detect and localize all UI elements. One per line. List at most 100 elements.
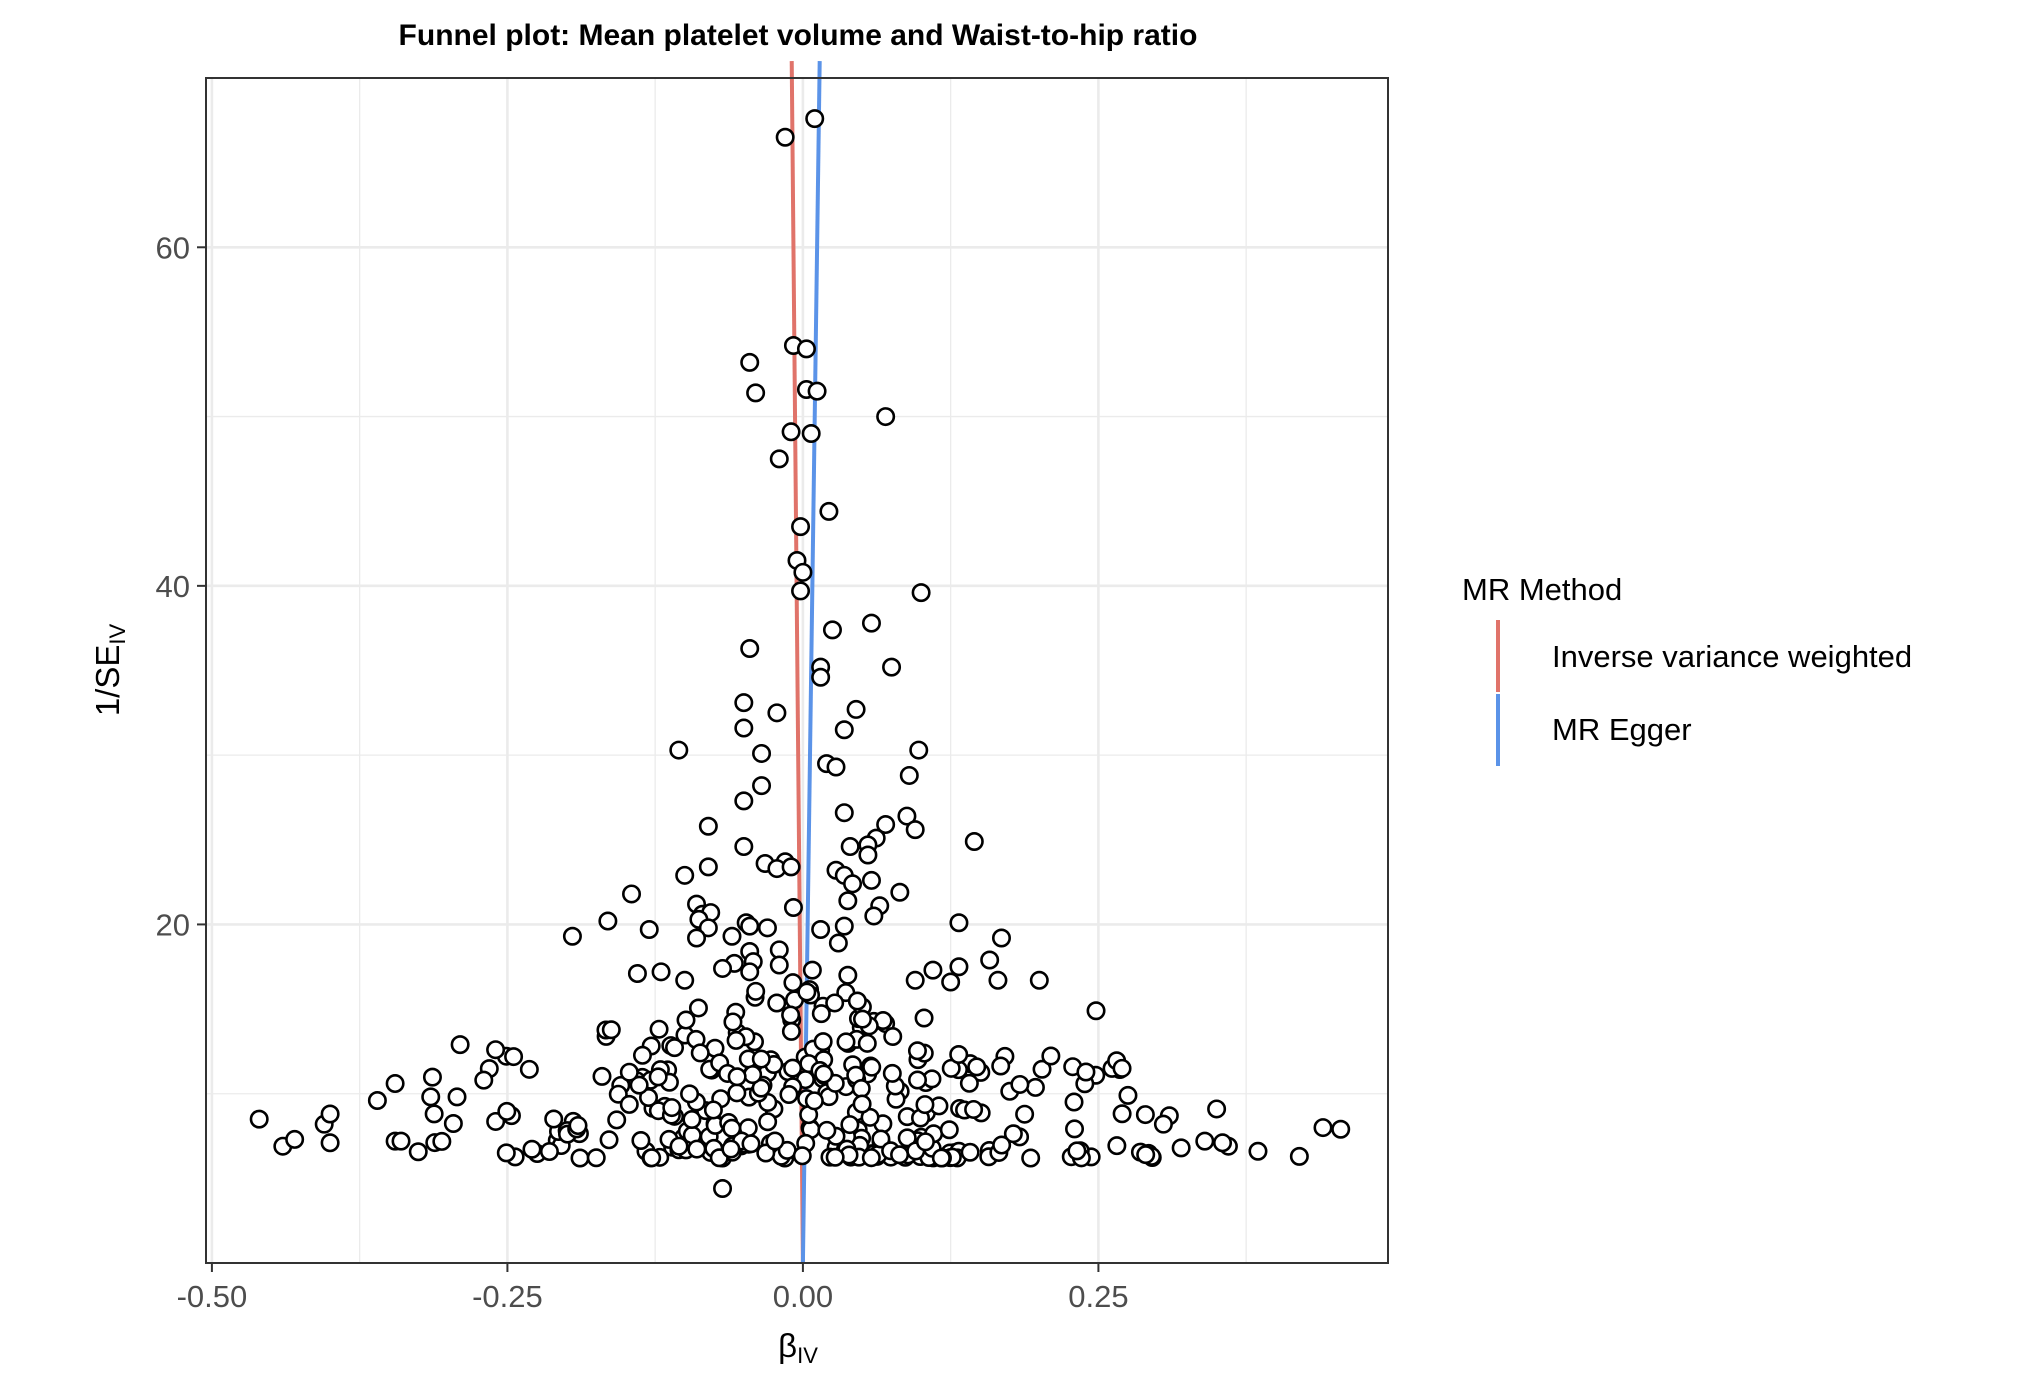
data-point [675, 865, 695, 885]
data-point [964, 1099, 984, 1119]
data-point [899, 765, 919, 785]
data-point [890, 1145, 910, 1165]
data-point [864, 906, 884, 926]
data-point [443, 1113, 463, 1133]
data-point [391, 1131, 411, 1151]
data-point [741, 1134, 761, 1154]
data-point [876, 407, 896, 427]
data-point [1010, 1074, 1030, 1094]
y-tick-label: 40 [156, 569, 190, 604]
data-point [838, 891, 858, 911]
data-point [991, 928, 1011, 948]
data-point [779, 1084, 799, 1104]
data-point [923, 960, 943, 980]
data-point [631, 1130, 651, 1150]
data-point [713, 1179, 733, 1199]
data-point [813, 1032, 833, 1052]
data-point [882, 1063, 902, 1083]
data-point [826, 757, 846, 777]
data-point [783, 1058, 803, 1078]
data-point [781, 1005, 801, 1025]
data-points [249, 109, 1351, 1199]
data-point [320, 1104, 340, 1124]
y-tick-label: 60 [156, 230, 190, 265]
data-point [817, 1120, 837, 1140]
data-point [846, 699, 866, 719]
x-axis: -0.50 -0.25 0.00 0.25 [177, 1263, 1129, 1314]
data-point [544, 1109, 564, 1129]
data-point [781, 422, 801, 442]
data-point [680, 1084, 700, 1104]
data-point [734, 718, 754, 738]
data-point [447, 1087, 467, 1107]
data-point [675, 970, 695, 990]
data-point [915, 1095, 935, 1115]
data-point [834, 803, 854, 823]
data-point [988, 970, 1008, 990]
data-point [1086, 1001, 1106, 1021]
data-point [665, 1038, 685, 1058]
data-point [862, 1057, 882, 1077]
data-point [698, 857, 718, 877]
data-point [539, 1142, 559, 1162]
data-point [797, 982, 817, 1002]
data-point [811, 920, 831, 940]
data-point [949, 1045, 969, 1065]
data-point [959, 1073, 979, 1093]
data-point [622, 884, 642, 904]
data-point [751, 1049, 771, 1069]
y-axis-title: 1/SEIV [89, 624, 130, 717]
data-point [740, 352, 760, 372]
data-point [852, 1009, 872, 1029]
data-point [698, 918, 718, 938]
data-point [642, 1148, 662, 1168]
data-point [432, 1131, 452, 1151]
data-point [734, 791, 754, 811]
x-tick-label: 0.25 [1068, 1279, 1128, 1314]
data-point [688, 998, 708, 1018]
data-point [751, 1078, 771, 1098]
data-point [861, 1148, 881, 1168]
data-point [905, 820, 925, 840]
data-point [734, 693, 754, 713]
data-point [931, 1148, 951, 1168]
data-point [840, 837, 860, 857]
data-point [669, 740, 689, 760]
legend-label-mr-egger: MR Egger [1552, 712, 1692, 747]
data-point [876, 815, 896, 835]
data-point [791, 517, 811, 537]
data-point [639, 920, 659, 940]
data-point [836, 1032, 856, 1052]
data-point [807, 381, 827, 401]
data-point [838, 965, 858, 985]
data-point [781, 1021, 801, 1041]
data-point [408, 1142, 428, 1162]
data-point [1032, 1059, 1052, 1079]
data-point [676, 1010, 696, 1030]
data-point [1153, 1114, 1173, 1134]
data-point [627, 964, 647, 984]
data-point [1195, 1131, 1215, 1151]
data-point [320, 1133, 340, 1153]
data-point [802, 960, 822, 980]
data-point [1171, 1138, 1191, 1158]
data-point [914, 1008, 934, 1028]
data-point [796, 339, 816, 359]
data-point [1107, 1136, 1127, 1156]
data-point [769, 449, 789, 469]
data-point [991, 1056, 1011, 1076]
data-point [1118, 1085, 1138, 1105]
data-point [385, 1074, 405, 1094]
data-point [687, 928, 707, 948]
data-point [767, 993, 787, 1013]
data-point [805, 109, 825, 129]
data-point [599, 1130, 619, 1150]
data-point [939, 1120, 959, 1140]
data-point [726, 1030, 746, 1050]
data-point [851, 1078, 871, 1098]
data-point [871, 1129, 891, 1149]
data-point [734, 837, 754, 857]
data-point [632, 1045, 652, 1065]
data-point [740, 962, 760, 982]
data-point [905, 970, 925, 990]
